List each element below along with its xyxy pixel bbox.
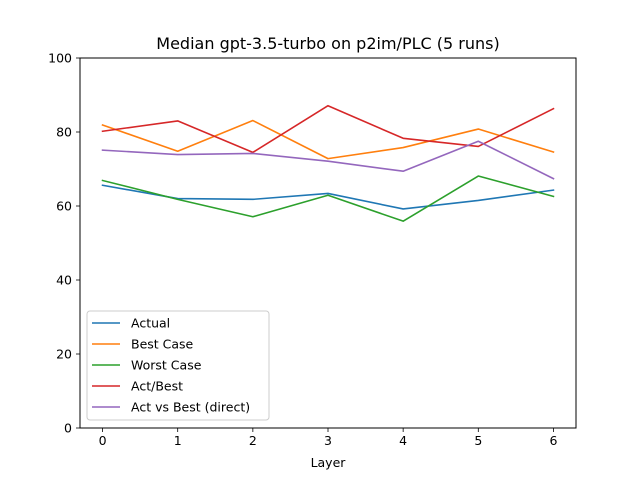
- legend-box: [86, 310, 270, 421]
- legend-label: Actual: [131, 316, 170, 331]
- x-tick-label: 0: [99, 433, 107, 448]
- x-tick-label: 4: [399, 433, 407, 448]
- y-tick-label: 20: [56, 347, 72, 362]
- y-tick-label: 80: [56, 125, 72, 140]
- x-tick-label: 5: [474, 433, 482, 448]
- legend-label: Act/Best: [131, 379, 183, 394]
- x-axis-label: Layer: [311, 455, 347, 470]
- x-tick-label: 3: [324, 433, 332, 448]
- legend: Actual Best Case Worst Case Act/Best Act vs …: [86, 310, 270, 421]
- x-tick-label: 2: [249, 433, 257, 448]
- legend-label: Act vs Best (direct): [131, 400, 250, 415]
- y-tick-label: 100: [48, 51, 72, 66]
- series-line-2: [101, 175, 555, 222]
- y-axis-ticks: 0 20 40 60 80 100: [48, 51, 80, 436]
- y-tick-label: 40: [56, 273, 72, 288]
- y-tick-label: 0: [64, 421, 72, 436]
- y-tick-label: 60: [56, 199, 72, 214]
- x-tick-label: 6: [549, 433, 557, 448]
- series-line-1: [101, 119, 555, 160]
- legend-label: Worst Case: [131, 358, 202, 373]
- legend-label: Best Case: [131, 337, 194, 352]
- x-axis-ticks: 0 1 2 3 4 5 6: [99, 428, 557, 448]
- plot-lines: [101, 104, 555, 222]
- series-line-4: [101, 140, 555, 180]
- series-line-3: [101, 104, 555, 154]
- chart-title: Median gpt-3.5-turbo on p2im/PLC (5 runs…: [156, 34, 499, 53]
- x-tick-label: 1: [174, 433, 182, 448]
